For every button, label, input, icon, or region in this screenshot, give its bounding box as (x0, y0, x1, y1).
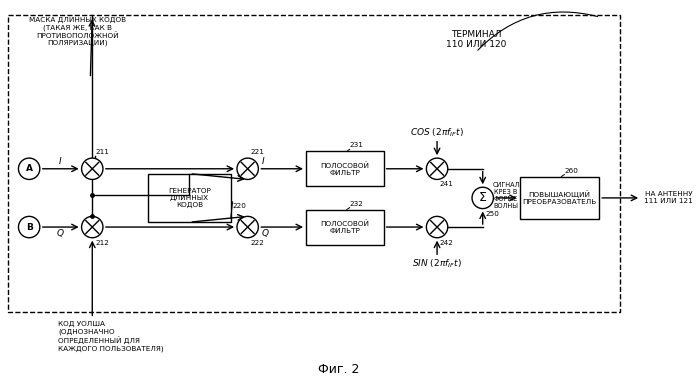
Text: 212: 212 (95, 240, 109, 246)
Text: НА АНТЕННУ
111 ИЛИ 121: НА АНТЕННУ 111 ИЛИ 121 (644, 191, 692, 204)
Text: ТЕРМИНАЛ
110 ИЛИ 120: ТЕРМИНАЛ 110 ИЛИ 120 (446, 30, 506, 49)
Text: ПОЛОСОВОЙ
ФИЛЬТР: ПОЛОСОВОЙ ФИЛЬТР (320, 162, 369, 176)
Text: ПОЛОСОВОЙ
ФИЛЬТР: ПОЛОСОВОЙ ФИЛЬТР (320, 220, 369, 234)
Text: 242: 242 (440, 240, 454, 246)
Text: A: A (26, 164, 33, 173)
Text: 260: 260 (564, 168, 578, 174)
Circle shape (82, 216, 103, 238)
Text: SIN $(2\pi f_{IF}t)$: SIN $(2\pi f_{IF}t)$ (413, 257, 462, 269)
Text: 232: 232 (350, 201, 364, 207)
Text: ПОВЫШАЮЩИЙ
ПРЕОБРАЗОВАТЕЛЬ: ПОВЫШАЮЩИЙ ПРЕОБРАЗОВАТЕЛЬ (522, 190, 597, 206)
Bar (8, 15, 620, 312)
Text: ГЕНЕРАТОР
ДЛИННЫХ
КОДОВ: ГЕНЕРАТОР ДЛИННЫХ КОДОВ (168, 188, 211, 208)
Text: Q: Q (261, 229, 269, 238)
Text: 211: 211 (95, 149, 109, 155)
Text: Q: Q (57, 229, 64, 238)
Circle shape (237, 216, 258, 238)
Circle shape (82, 158, 103, 179)
Text: 241: 241 (440, 181, 454, 188)
Text: I: I (261, 157, 264, 166)
Text: КОД УОЛША
(ОДНОЗНАЧНО
ОПРЕДЕЛЕННЫЙ ДЛЯ
КАЖДОГО ПОЛЬЗОВАТЕЛЯ): КОД УОЛША (ОДНОЗНАЧНО ОПРЕДЕЛЕННЫЙ ДЛЯ К… (58, 321, 164, 351)
Circle shape (426, 216, 447, 238)
Circle shape (18, 216, 40, 238)
Text: $\Sigma$: $\Sigma$ (478, 191, 487, 204)
Text: 220: 220 (232, 203, 246, 209)
Text: COS $(2\pi f_{IF}t)$: COS $(2\pi f_{IF}t)$ (410, 126, 464, 139)
Text: B: B (26, 223, 33, 232)
Text: I: I (59, 157, 61, 166)
Bar (148, 174, 230, 222)
Bar (306, 209, 384, 245)
Circle shape (426, 158, 447, 179)
Text: МАСКА ДЛИННЫХ КОДОВ
(ТАКАЯ ЖЕ, КАК В
ПРОТИВОПОЛОЖНОЙ
ПОЛЯРИЗАЦИИ): МАСКА ДЛИННЫХ КОДОВ (ТАКАЯ ЖЕ, КАК В ПРО… (29, 17, 126, 46)
Text: 250: 250 (486, 211, 500, 216)
Text: Фиг. 2: Фиг. 2 (318, 363, 359, 376)
Bar (306, 151, 384, 186)
Circle shape (472, 187, 493, 209)
Circle shape (18, 158, 40, 179)
Text: СИГНАЛ
КРЕЗ В
ФОРМЕ
ВОЛНЫ: СИГНАЛ КРЕЗ В ФОРМЕ ВОЛНЫ (492, 183, 520, 209)
Text: 231: 231 (350, 142, 364, 148)
Text: 222: 222 (251, 240, 265, 246)
Text: 221: 221 (251, 149, 265, 155)
Circle shape (237, 158, 258, 179)
Bar (519, 177, 600, 219)
